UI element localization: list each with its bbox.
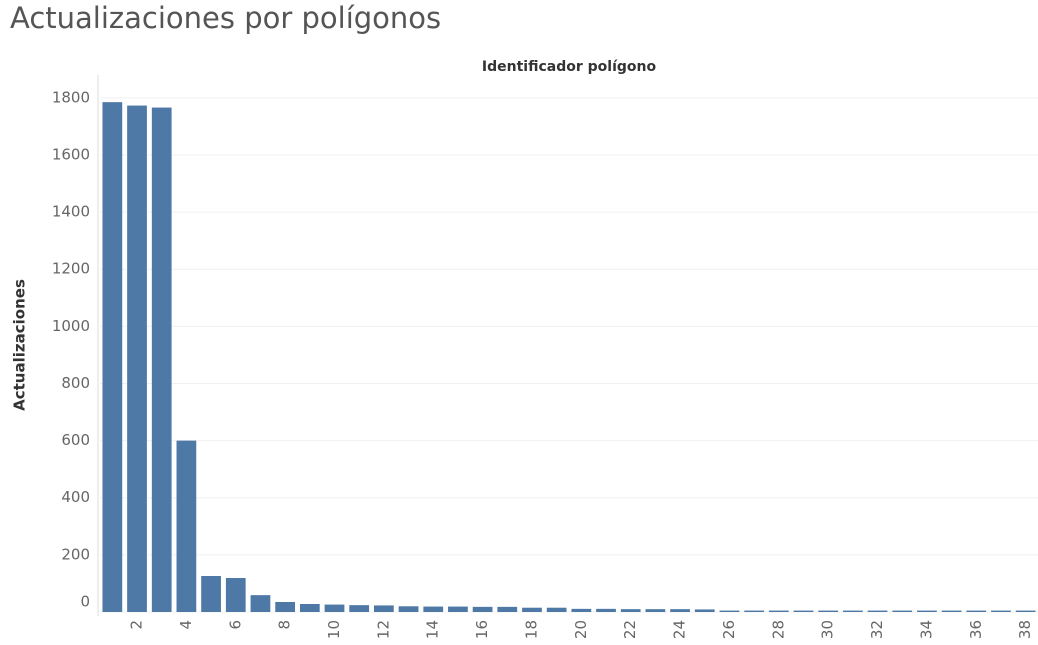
bar	[818, 610, 839, 612]
y-tick-label: 0	[80, 593, 90, 611]
x-tick-label: 10	[325, 620, 343, 639]
x-tick-label: 12	[374, 620, 392, 639]
x-tick-label: 34	[917, 620, 935, 639]
bar	[670, 609, 690, 612]
bar	[645, 609, 666, 612]
bar	[620, 609, 641, 612]
y-tick-label: 1200	[52, 260, 90, 278]
bar	[768, 610, 789, 612]
y-tick-label: 1800	[52, 88, 90, 106]
bar	[398, 606, 419, 612]
bar	[497, 606, 518, 612]
y-tick-label: 1400	[52, 203, 90, 221]
x-tick-label: 6	[226, 620, 244, 630]
x-tick-label: 4	[177, 620, 195, 630]
bar	[917, 610, 937, 612]
x-tick-label: 30	[819, 620, 837, 639]
x-tick-label: 8	[276, 620, 294, 630]
bar	[102, 102, 123, 613]
bar	[373, 605, 394, 612]
bar	[719, 610, 740, 612]
bar	[842, 610, 863, 612]
y-tick-label: 1000	[52, 317, 90, 335]
x-axis-title: Identificador polígono	[482, 59, 657, 75]
x-tick-label: 28	[769, 620, 787, 639]
x-tick-label: 26	[720, 620, 738, 639]
bar	[867, 610, 888, 612]
y-tick-label: 1600	[52, 145, 90, 163]
bar	[571, 608, 592, 612]
y-axis-title: Actualizaciones	[11, 279, 29, 411]
bar	[151, 107, 172, 612]
y-tick-label: 200	[61, 545, 90, 563]
x-tick-label: 2	[128, 620, 146, 630]
bar	[966, 610, 987, 612]
y-tick-label: 800	[61, 374, 90, 392]
bar	[275, 602, 296, 612]
x-tick-label: 14	[424, 620, 442, 639]
bar	[694, 609, 715, 612]
bar	[225, 578, 246, 612]
x-tick-label: 24	[671, 620, 689, 639]
bar	[596, 608, 616, 612]
bar	[793, 610, 814, 612]
x-tick-label: 16	[473, 620, 491, 639]
bar	[423, 606, 444, 612]
y-tick-label: 600	[61, 431, 90, 449]
y-tick-label: 400	[61, 488, 90, 506]
bar	[448, 606, 468, 612]
bar	[299, 604, 320, 612]
bar	[744, 610, 765, 612]
chart-title: Actualizaciones por polígonos	[10, 1, 441, 35]
bar	[324, 604, 345, 612]
bar	[991, 610, 1011, 612]
bar	[176, 440, 197, 612]
bar	[1015, 610, 1036, 612]
x-tick-label: 20	[572, 620, 590, 639]
x-tick-label: 36	[967, 620, 985, 639]
bar	[472, 606, 493, 612]
x-tick-label: 18	[522, 620, 540, 639]
bar	[892, 610, 913, 612]
bar	[546, 607, 567, 612]
bar	[250, 595, 271, 612]
bar	[127, 105, 147, 613]
bar	[349, 605, 370, 612]
x-tick-label: 32	[868, 620, 886, 639]
bar	[522, 607, 542, 612]
bar	[941, 610, 962, 612]
x-tick-label: 22	[621, 620, 639, 639]
bar	[201, 576, 221, 612]
x-tick-label: 38	[1016, 620, 1034, 639]
